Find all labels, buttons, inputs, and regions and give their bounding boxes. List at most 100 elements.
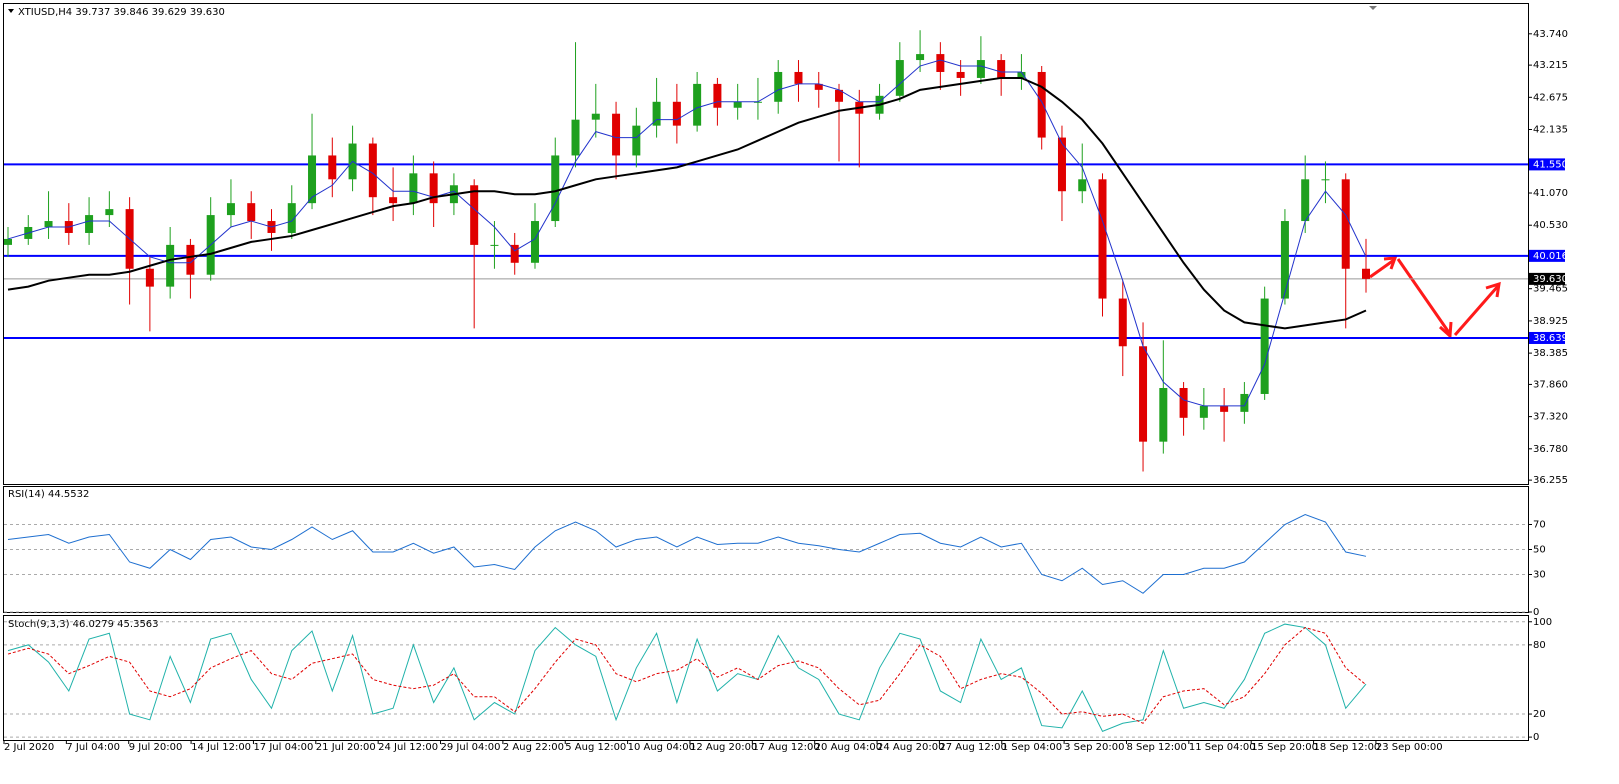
y-tick-label: 42.135 xyxy=(1533,125,1568,136)
candle-body xyxy=(490,244,499,246)
x-tick-label: 5 Aug 12:00 xyxy=(565,742,626,753)
level-label-box xyxy=(1529,249,1565,262)
y-tick-label: 38.925 xyxy=(1533,316,1568,327)
menu-marker xyxy=(8,9,14,13)
candle-body xyxy=(713,83,722,108)
candle-body xyxy=(895,60,904,96)
x-tick-label: 29 Jul 04:00 xyxy=(441,742,501,753)
x-tick-label: 27 Aug 12:00 xyxy=(939,742,1006,753)
x-tick-label: 9 Jul 20:00 xyxy=(129,742,183,753)
candle-body xyxy=(44,221,53,228)
arrow-head xyxy=(1383,256,1398,270)
candle-body xyxy=(835,89,844,102)
candle-body xyxy=(1240,393,1249,412)
candle-body xyxy=(1280,221,1289,299)
arrow-head xyxy=(1485,281,1501,298)
candle-body xyxy=(247,203,256,222)
level-label-box xyxy=(1529,158,1565,171)
y-tick-label: 36.255 xyxy=(1533,475,1568,486)
candle-body xyxy=(1260,298,1269,394)
level-label-box xyxy=(1529,272,1565,285)
x-tick-label: 24 Aug 20:00 xyxy=(877,742,944,753)
candle-body xyxy=(1220,405,1229,412)
candle-body xyxy=(632,125,641,156)
x-tick-label: 23 Sep 00:00 xyxy=(1376,742,1443,753)
candle-body xyxy=(1037,71,1046,138)
candle-body xyxy=(1017,71,1026,78)
main-title: XTIUSD,H4 39.737 39.846 39.629 39.630 xyxy=(18,7,225,18)
candle-body xyxy=(409,173,418,204)
x-tick-label: 21 Jul 20:00 xyxy=(316,742,376,753)
x-tick-label: 11 Sep 04:00 xyxy=(1189,742,1256,753)
candle-body xyxy=(916,54,925,61)
candle-body xyxy=(287,203,296,233)
candle-body xyxy=(1078,179,1087,192)
candle-body xyxy=(1057,137,1066,192)
candle-body xyxy=(551,155,560,222)
y-tick-label: 100 xyxy=(1533,617,1552,628)
y-tick-label: 39.465 xyxy=(1533,284,1568,295)
candle-body xyxy=(1301,179,1310,222)
level-label: 39.630 xyxy=(1533,274,1568,285)
candle-body xyxy=(1179,388,1188,418)
x-tick-label: 2 Jul 2020 xyxy=(4,742,54,753)
candle-body xyxy=(774,71,783,102)
candle-body xyxy=(186,244,195,275)
y-tick-label: 40.530 xyxy=(1533,220,1568,231)
candle-body xyxy=(936,54,945,72)
candle-body xyxy=(4,238,12,245)
y-tick-label: 80 xyxy=(1533,640,1546,651)
y-tick-label: 0 xyxy=(1533,607,1539,618)
x-tick-label: 10 Aug 04:00 xyxy=(628,742,695,753)
candle-body xyxy=(1321,179,1330,181)
level-label: 41.550 xyxy=(1533,159,1568,170)
candle-body xyxy=(1139,346,1148,442)
candle-body xyxy=(226,203,235,216)
main-panel xyxy=(3,3,1529,485)
indicator-line xyxy=(7,76,1367,330)
candle-body xyxy=(308,155,317,204)
arrow-down xyxy=(1396,258,1452,335)
candle-body xyxy=(1341,179,1350,269)
x-tick-label: 17 Jul 04:00 xyxy=(253,742,313,753)
candle-body xyxy=(693,83,702,126)
stoch-panel xyxy=(3,615,1529,741)
y-tick-label: 0 xyxy=(1533,732,1539,743)
candle-body xyxy=(166,244,175,287)
candle-body xyxy=(612,113,621,156)
level-label: 38.639 xyxy=(1533,333,1568,344)
arrow-head xyxy=(1438,321,1453,340)
y-tick-label: 37.860 xyxy=(1533,379,1568,390)
candle-body xyxy=(1159,388,1168,442)
y-tick-label: 41.070 xyxy=(1533,188,1568,199)
candle-body xyxy=(1118,298,1127,347)
candle-body xyxy=(571,119,580,156)
candle-body xyxy=(794,71,803,84)
y-tick-label: 37.320 xyxy=(1533,412,1568,423)
candle-body xyxy=(814,83,823,90)
arrow-up xyxy=(1369,258,1395,279)
candle-body xyxy=(530,221,539,263)
y-tick-label: 38.385 xyxy=(1533,348,1568,359)
candle-body xyxy=(328,155,337,180)
candle-body xyxy=(510,244,519,263)
level-label-box xyxy=(1529,331,1565,344)
y-tick-label: 36.780 xyxy=(1533,444,1568,455)
x-tick-label: 15 Sep 20:00 xyxy=(1251,742,1318,753)
candle-body xyxy=(591,113,600,120)
forecast-arrows xyxy=(1369,256,1501,340)
y-tick-label: 70 xyxy=(1533,520,1546,531)
indicator-line xyxy=(7,513,1367,594)
y-tick-label: 30 xyxy=(1533,570,1546,581)
candle-body xyxy=(956,71,965,78)
candle-body xyxy=(85,215,94,233)
candle-body xyxy=(368,143,377,198)
y-tick-label: 20 xyxy=(1533,709,1546,720)
rsi-title: RSI(14) 44.5532 xyxy=(8,489,89,500)
x-tick-label: 3 Sep 20:00 xyxy=(1064,742,1124,753)
candle-body xyxy=(389,197,398,204)
candle-body xyxy=(1362,268,1370,279)
candle-body xyxy=(470,185,479,245)
x-tick-label: 2 Aug 22:00 xyxy=(503,742,564,753)
